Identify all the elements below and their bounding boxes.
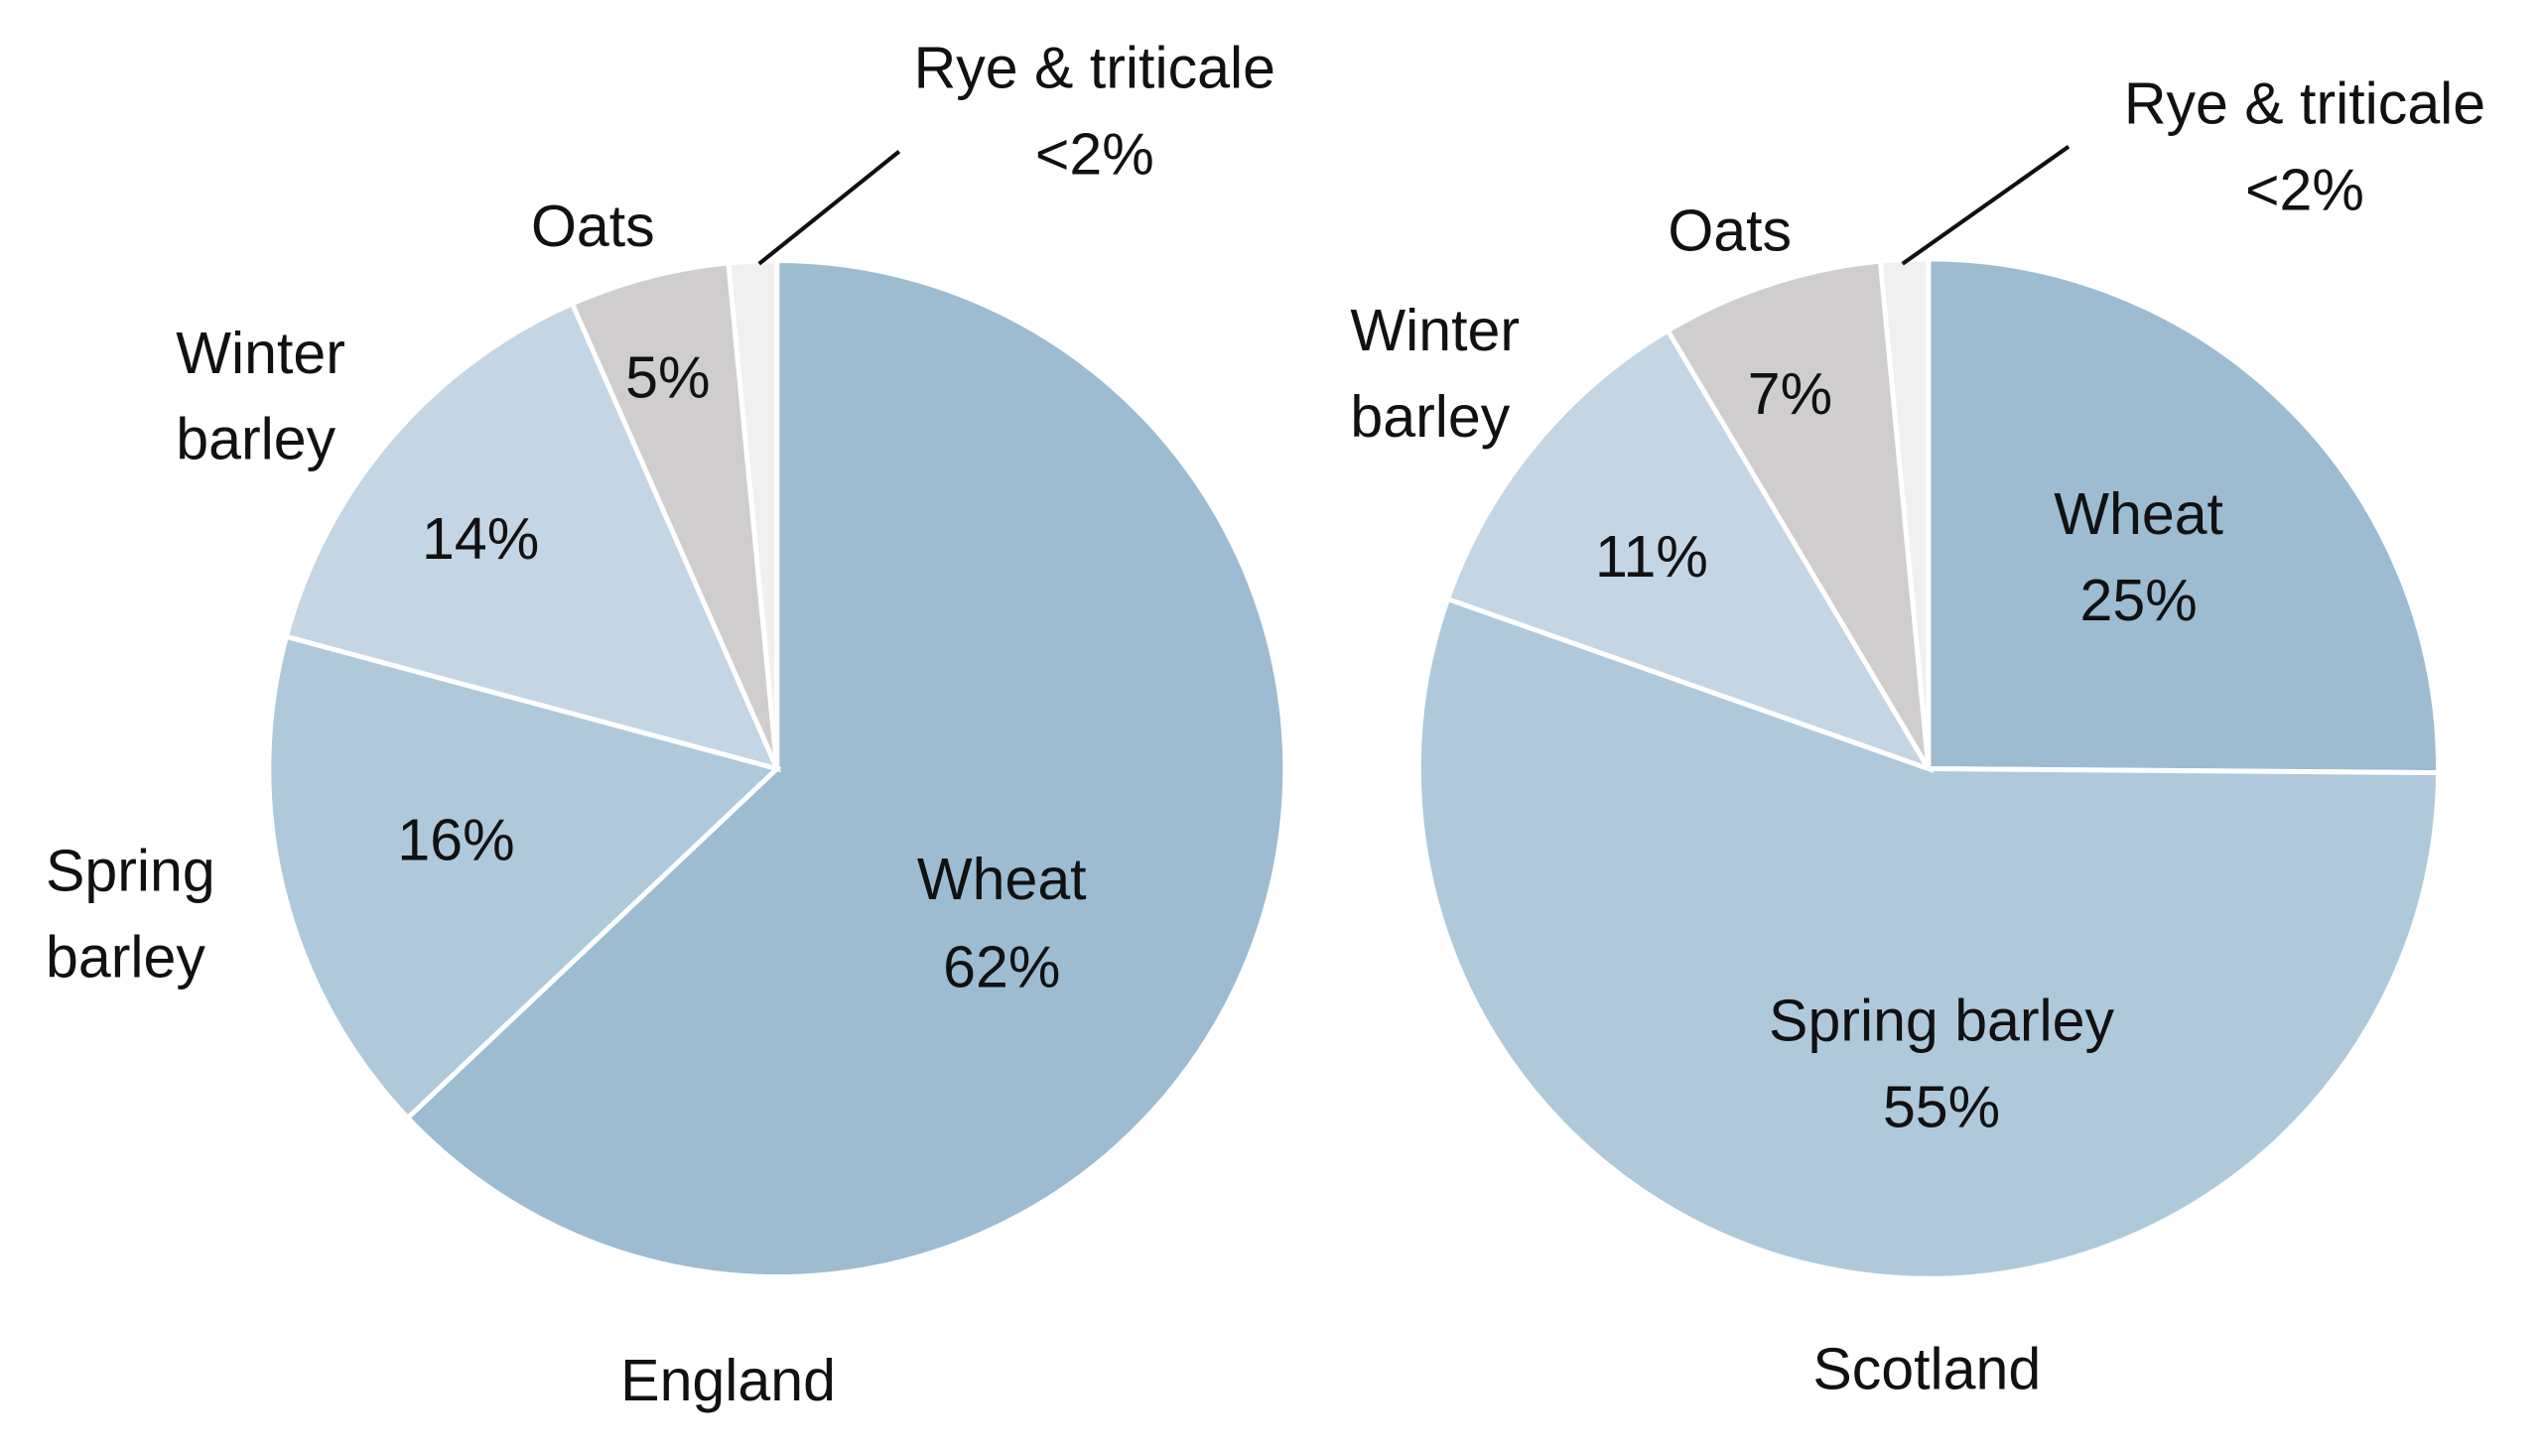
england-pie bbox=[266, 258, 1288, 1279]
england-rye-value: <2% bbox=[1035, 122, 1154, 188]
england-oats-value: 5% bbox=[625, 344, 710, 410]
scotland-slice-spring-barley bbox=[1415, 596, 2442, 1281]
scotland-rye-name: Rye & triticale bbox=[2124, 71, 2485, 137]
england-wheat-value: 62% bbox=[943, 934, 1060, 999]
scotland-title: Scotland bbox=[1812, 1337, 2041, 1402]
england-slice-rye-triticale bbox=[726, 258, 780, 769]
england-winter-name-2: barley bbox=[176, 407, 335, 472]
england-oats-name: Oats bbox=[531, 194, 655, 259]
scotland-oats-value: 7% bbox=[1748, 361, 1832, 427]
scotland-wheat-value: 25% bbox=[2080, 568, 2198, 633]
scotland-rye-value: <2% bbox=[2245, 158, 2364, 223]
england-rye-name: Rye & triticale bbox=[914, 36, 1275, 101]
scotland-spring-name: Spring barley bbox=[1769, 989, 2114, 1054]
scotland-spring-value: 55% bbox=[1883, 1075, 2000, 1140]
england-spring-name-1: Spring bbox=[46, 839, 215, 904]
england-slice-wheat bbox=[404, 258, 1288, 1279]
england-slice-spring-barley bbox=[266, 633, 782, 1122]
england-slice-oats bbox=[569, 260, 780, 770]
scotland-slice-winter-barley bbox=[1444, 327, 1935, 774]
england-spring-value: 16% bbox=[397, 807, 514, 872]
scotland-oats-name: Oats bbox=[1668, 199, 1792, 264]
england-winter-name-1: Winter bbox=[176, 321, 345, 386]
england-winter-value: 14% bbox=[422, 506, 539, 572]
scotland-winter-name-2: barley bbox=[1350, 384, 1510, 450]
scotland-slice-oats bbox=[1664, 258, 1932, 770]
scotland-rye-leader-line bbox=[1901, 145, 2071, 266]
england-slice-winter-barley bbox=[283, 300, 782, 773]
england-rye-leader-line bbox=[757, 150, 901, 266]
england-wheat-name: Wheat bbox=[917, 847, 1087, 912]
scotland-wheat-name: Wheat bbox=[2054, 481, 2223, 547]
scotland-winter-name-1: Winter bbox=[1350, 298, 1520, 363]
scotland-pie bbox=[1415, 256, 2442, 1281]
scotland-slice-wheat bbox=[1926, 256, 2442, 776]
scotland-slice-rye-triticale bbox=[1877, 256, 1932, 769]
england-spring-name-2: barley bbox=[46, 925, 205, 991]
england-title: England bbox=[620, 1348, 836, 1413]
scotland-winter-value: 11% bbox=[1595, 524, 1708, 590]
